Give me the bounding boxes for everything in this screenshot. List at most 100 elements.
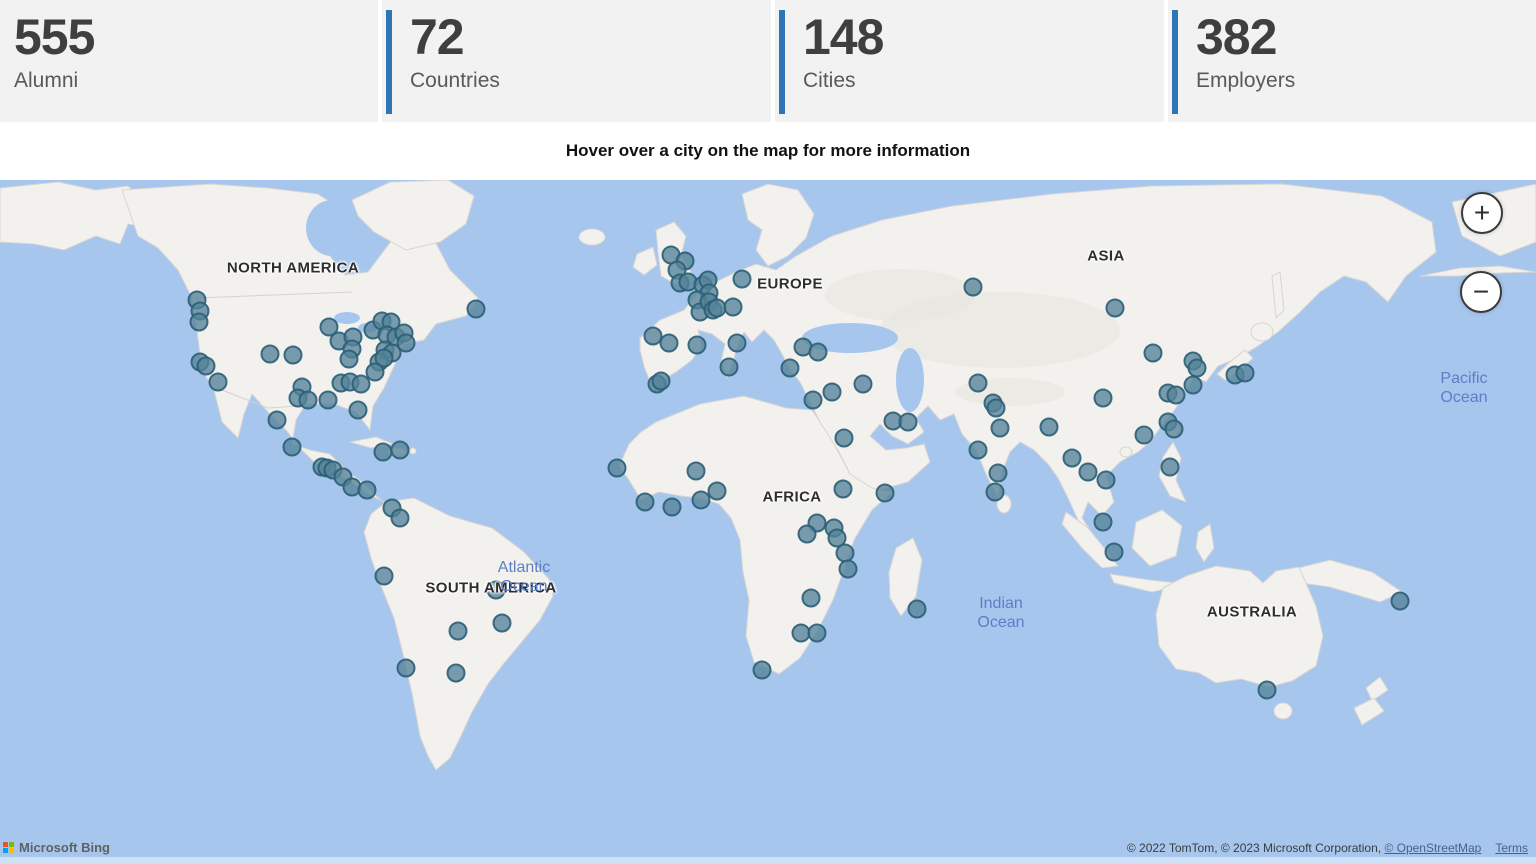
stat-card-employers: 382 Employers (1168, 0, 1536, 122)
city-dot[interactable] (374, 566, 394, 586)
city-dot[interactable] (732, 269, 752, 289)
city-dot[interactable] (1160, 457, 1180, 477)
city-dot[interactable] (1093, 512, 1113, 532)
city-dot[interactable] (1105, 298, 1125, 318)
city-dot[interactable] (348, 400, 368, 420)
city-dot[interactable] (662, 497, 682, 517)
city-dot[interactable] (607, 458, 627, 478)
city-dot[interactable] (803, 390, 823, 410)
city-dot[interactable] (707, 298, 727, 318)
city-dot[interactable] (907, 599, 927, 619)
city-dot[interactable] (1134, 425, 1154, 445)
city-dot[interactable] (752, 660, 772, 680)
city-dot[interactable] (643, 326, 663, 346)
city-dot[interactable] (1104, 542, 1124, 562)
city-dot[interactable] (1164, 419, 1184, 439)
city-dot[interactable] (298, 390, 318, 410)
city-dot[interactable] (1187, 358, 1207, 378)
city-dot[interactable] (968, 440, 988, 460)
city-dot[interactable] (1096, 470, 1116, 490)
city-dot[interactable] (827, 528, 847, 548)
city-dot[interactable] (808, 342, 828, 362)
city-dot[interactable] (687, 335, 707, 355)
city-dot[interactable] (267, 410, 287, 430)
city-dot[interactable] (988, 463, 1008, 483)
terms-link[interactable]: Terms (1495, 841, 1528, 855)
zoom-in-button[interactable]: + (1461, 192, 1503, 234)
city-dot[interactable] (719, 357, 739, 377)
city-dot[interactable] (351, 374, 371, 394)
city-dot[interactable] (1093, 388, 1113, 408)
city-dot[interactable] (1039, 417, 1059, 437)
city-dot[interactable] (838, 559, 858, 579)
city-dot[interactable] (466, 299, 486, 319)
city-dot[interactable] (396, 333, 416, 353)
city-dot[interactable] (780, 358, 800, 378)
city-dot[interactable] (342, 477, 362, 497)
city-dot[interactable] (990, 418, 1010, 438)
city-dot[interactable] (691, 490, 711, 510)
map-attribution: © 2022 TomTom, © 2023 Microsoft Corporat… (1127, 841, 1528, 855)
city-dot[interactable] (801, 588, 821, 608)
city-dot[interactable] (357, 480, 377, 500)
city-dot[interactable] (985, 482, 1005, 502)
city-dot[interactable] (446, 663, 466, 683)
city-dot[interactable] (365, 362, 385, 382)
city-dot[interactable] (1235, 363, 1255, 383)
world-map[interactable]: NORTH AMERICA EUROPE ASIA AFRICA SOUTH AMERI… (0, 180, 1536, 864)
city-dot[interactable] (492, 613, 512, 633)
city-dot[interactable] (635, 492, 655, 512)
city-dot[interactable] (283, 345, 303, 365)
city-dot[interactable] (339, 349, 359, 369)
city-dot[interactable] (390, 440, 410, 460)
city-dot[interactable] (833, 479, 853, 499)
city-dot[interactable] (651, 371, 671, 391)
bing-logo[interactable]: Microsoft Bing (3, 840, 110, 855)
city-dot[interactable] (853, 374, 873, 394)
city-dot[interactable] (835, 543, 855, 563)
city-dot[interactable] (1257, 680, 1277, 700)
city-dot[interactable] (1166, 385, 1186, 405)
city-dot[interactable] (319, 317, 339, 337)
city-dot[interactable] (373, 442, 393, 462)
city-dot[interactable] (374, 348, 394, 368)
city-dot[interactable] (963, 277, 983, 297)
city-dot[interactable] (707, 481, 727, 501)
accent-bar (386, 10, 392, 114)
city-dot[interactable] (968, 373, 988, 393)
city-dot[interactable] (898, 412, 918, 432)
city-dot[interactable] (486, 580, 506, 600)
city-dot[interactable] (448, 621, 468, 641)
city-dot[interactable] (1143, 343, 1163, 363)
city-dot[interactable] (797, 524, 817, 544)
employers-count: 382 (1196, 9, 1277, 65)
city-dot[interactable] (282, 437, 302, 457)
city-dot[interactable] (1078, 462, 1098, 482)
city-dot[interactable] (196, 356, 216, 376)
city-dot[interactable] (678, 272, 698, 292)
city-dot[interactable] (834, 428, 854, 448)
plus-icon: + (1473, 197, 1491, 228)
zoom-out-button[interactable]: − (1460, 271, 1502, 313)
city-dot[interactable] (390, 508, 410, 528)
city-dot[interactable] (727, 333, 747, 353)
city-dot[interactable] (396, 658, 416, 678)
city-dot[interactable] (189, 312, 209, 332)
city-dot[interactable] (986, 398, 1006, 418)
city-dot[interactable] (1183, 375, 1203, 395)
city-dot[interactable] (807, 623, 827, 643)
city-dot[interactable] (723, 297, 743, 317)
city-dot[interactable] (875, 483, 895, 503)
city-dot[interactable] (822, 382, 842, 402)
city-dot[interactable] (260, 344, 280, 364)
city-dot[interactable] (318, 390, 338, 410)
openstreetmap-link[interactable]: © OpenStreetMap (1384, 841, 1482, 855)
city-dot[interactable] (791, 623, 811, 643)
city-dot[interactable] (1062, 448, 1082, 468)
stat-cards-row: 555 Alumni 72 Countries 148 Cities 382 E… (0, 0, 1536, 122)
city-dot[interactable] (1390, 591, 1410, 611)
city-dot[interactable] (659, 333, 679, 353)
city-dot[interactable] (208, 372, 228, 392)
city-dot[interactable] (686, 461, 706, 481)
